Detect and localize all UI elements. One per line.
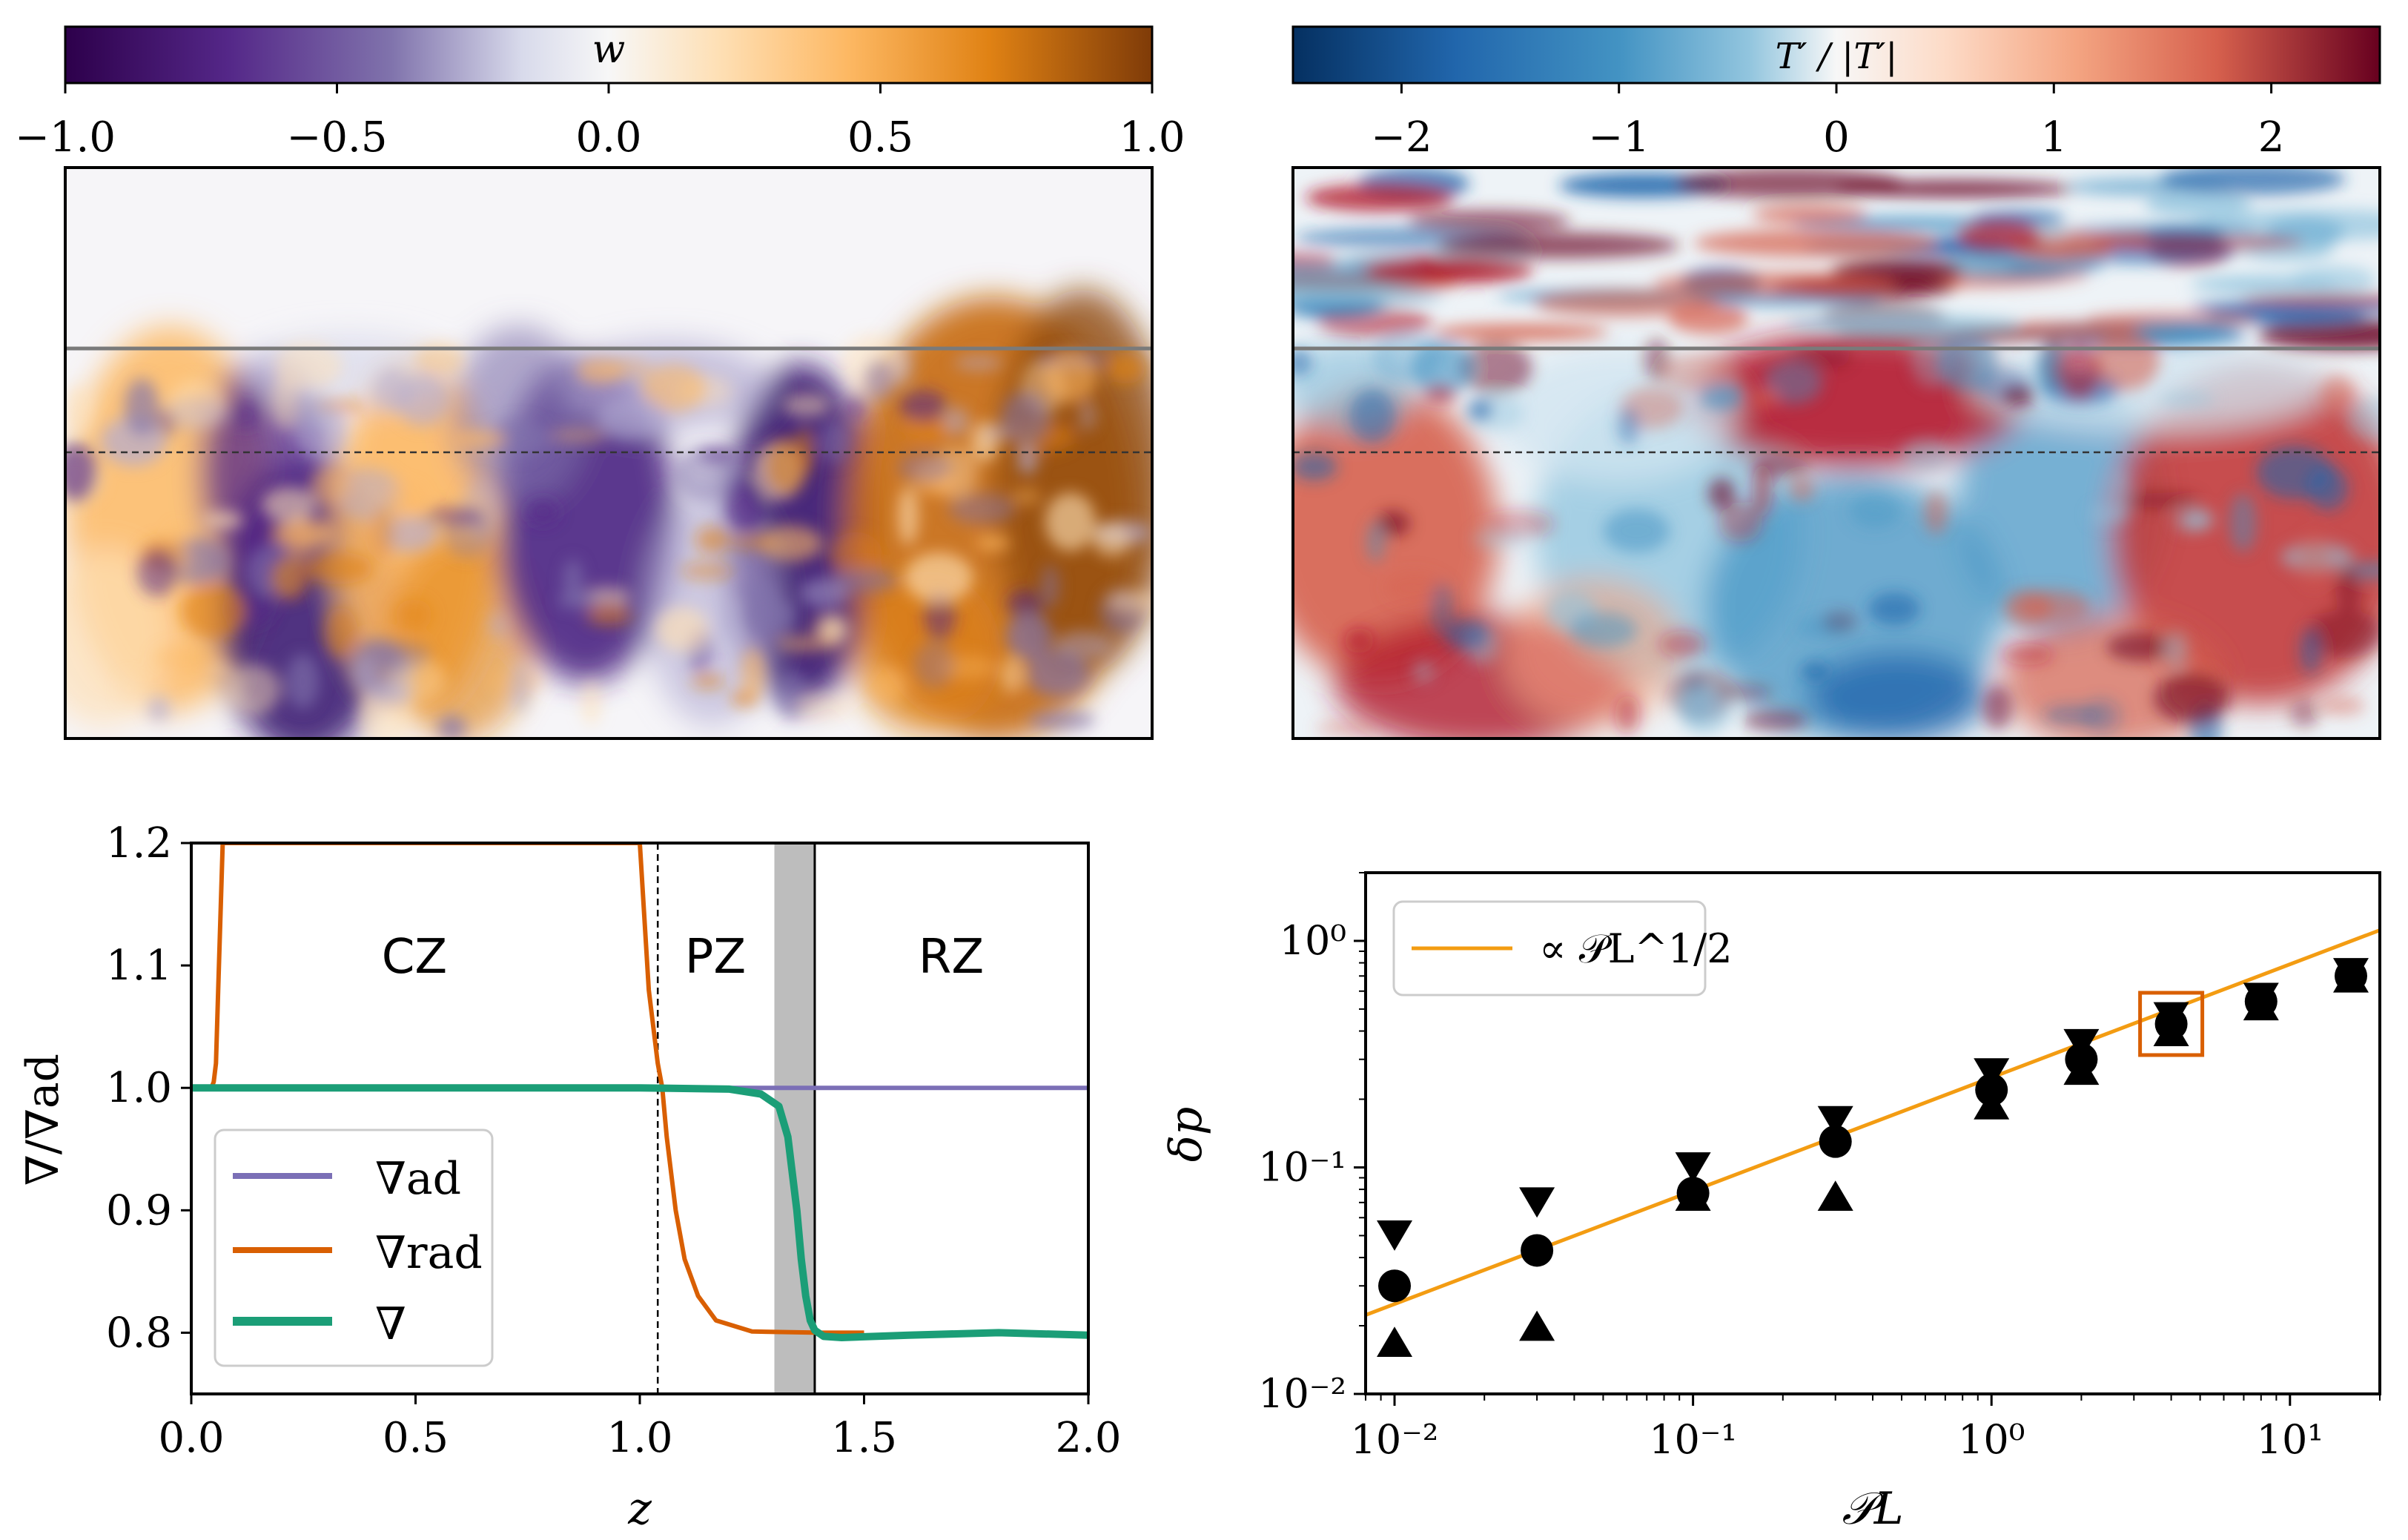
heatmap-T-field [1293, 168, 2380, 738]
gradients-ytick-label: 0.9 [106, 1186, 172, 1235]
lower-bound-marker [1519, 1310, 1555, 1341]
legend-label-nabla-ad: ∇ad [375, 1153, 461, 1205]
gradients-legend: ∇ad ∇rad ∇ [214, 1128, 494, 1367]
gradients-ytick-label: 1.0 [106, 1064, 172, 1112]
mean-marker [2154, 1007, 2188, 1040]
legend-label-nabla-rad: ∇rad [375, 1227, 483, 1279]
colorbar-w-label: w [592, 27, 626, 72]
colorbar-T-tick-label: 0 [1823, 113, 1850, 162]
mean-marker [2065, 1042, 2098, 1076]
zone-label-rz: RZ [919, 930, 984, 985]
panel-delta: 10⁻² 10⁻¹ 10⁰ 10¹ 10⁻² 10⁻¹ 10⁰ ∝ 𝒫L^1/2 𝒫L δp [1160, 871, 2381, 1535]
mean-marker [1378, 1269, 1412, 1303]
legend-label-nabla: ∇ [375, 1298, 406, 1350]
upper-bound-marker [1675, 1152, 1711, 1183]
delta-legend: ∝ 𝒫L^1/2 [1392, 900, 1733, 997]
colorbar-T-tick-label: 2 [2258, 113, 2285, 162]
highlight-box [2138, 991, 2205, 1057]
upper-bound-marker [1377, 1220, 1413, 1251]
gradients-series [191, 843, 1088, 1341]
mean-marker [1676, 1177, 1710, 1210]
mean-marker [2244, 985, 2278, 1018]
upper-bound-marker [1974, 1058, 2010, 1089]
colorbar-T-label: T′ / |T′| [1776, 36, 1898, 77]
delta-xlabel: 𝒫L [1842, 1483, 1903, 1535]
gradients-ytick-label: 0.8 [106, 1309, 172, 1357]
lower-bound-marker [1817, 1180, 1853, 1212]
delta-ytick-label: 10⁻¹ [1258, 1143, 1346, 1190]
mean-marker [1521, 1234, 1554, 1267]
delta-xtick-label: 10¹ [2257, 1416, 2323, 1463]
panel-w: w −1.0 −0.5 0.0 0.5 1.0 [15, 25, 1185, 740]
series-nabla-rad [209, 843, 864, 1335]
gradients-xtick-label: 1.5 [831, 1414, 897, 1462]
colorbar-w-tick-label: −0.5 [287, 113, 388, 162]
gradients-xtick-label: 0.0 [158, 1414, 224, 1462]
gradients-ytick-label: 1.2 [106, 819, 172, 868]
lower-bound-marker [1377, 1326, 1413, 1357]
upper-bound-marker [1519, 1187, 1555, 1218]
mean-marker [2334, 959, 2367, 993]
gradients-xtick-label: 2.0 [1055, 1414, 1121, 1462]
legend-label-fit: ∝ 𝒫L^1/2 [1539, 925, 1733, 972]
heatmap-w-field [65, 168, 1152, 738]
colorbar-w-tick-label: 0.0 [575, 113, 641, 162]
gradients-legend-box [214, 1128, 494, 1367]
delta-legend-box [1392, 900, 1707, 997]
colorbar-T-tick-label: −1 [1588, 113, 1650, 162]
panel-T: T′ / |T′| −2 −1 0 1 2 [1291, 25, 2381, 740]
colorbar-T-ticks [1400, 83, 2273, 93]
delta-xtick-label: 10⁻² [1351, 1416, 1439, 1463]
delta-ylabel: δp [1160, 1107, 1212, 1163]
delta-ytick-label: 10⁻² [1258, 1370, 1346, 1417]
mean-marker [1975, 1073, 2008, 1106]
heatmap-w-frame [64, 166, 1154, 740]
delta-xtick-label: 10⁻¹ [1649, 1416, 1737, 1463]
colorbar-T-tick-label: 1 [2040, 113, 2067, 162]
colorbar-w-tick-label: −1.0 [15, 113, 116, 162]
gradients-ytick-label: 1.1 [106, 942, 172, 990]
gradients-xtick-label: 1.0 [606, 1414, 672, 1462]
colorbar-w [64, 25, 1154, 85]
gradients-ylabel: ∇/∇ad [17, 1054, 69, 1186]
delta-xtick-label: 10⁰ [1958, 1416, 2025, 1463]
colorbar-T-tick-label: −2 [1371, 113, 1432, 162]
mean-marker [1819, 1125, 1852, 1158]
gradients-xtick-label: 0.5 [383, 1414, 449, 1462]
colorbar-w-tick-label: 0.5 [847, 113, 913, 162]
zone-label-cz: CZ [382, 930, 448, 985]
delta-ytick-label: 10⁰ [1280, 917, 1346, 964]
panel-gradients: 0.0 0.5 1.0 1.5 2.00.80.91.01.11.2 CZ PZ RZ … [17, 819, 1122, 1535]
colorbar-w-ticks [64, 83, 1154, 93]
gradients-xlabel: z [627, 1483, 652, 1535]
zone-label-pz: PZ [685, 930, 746, 985]
series-nabla [191, 1084, 1088, 1341]
upper-bound-marker [1817, 1106, 1853, 1137]
colorbar-w-tick-label: 1.0 [1119, 113, 1185, 162]
heatmap-T-frame [1291, 166, 2381, 740]
